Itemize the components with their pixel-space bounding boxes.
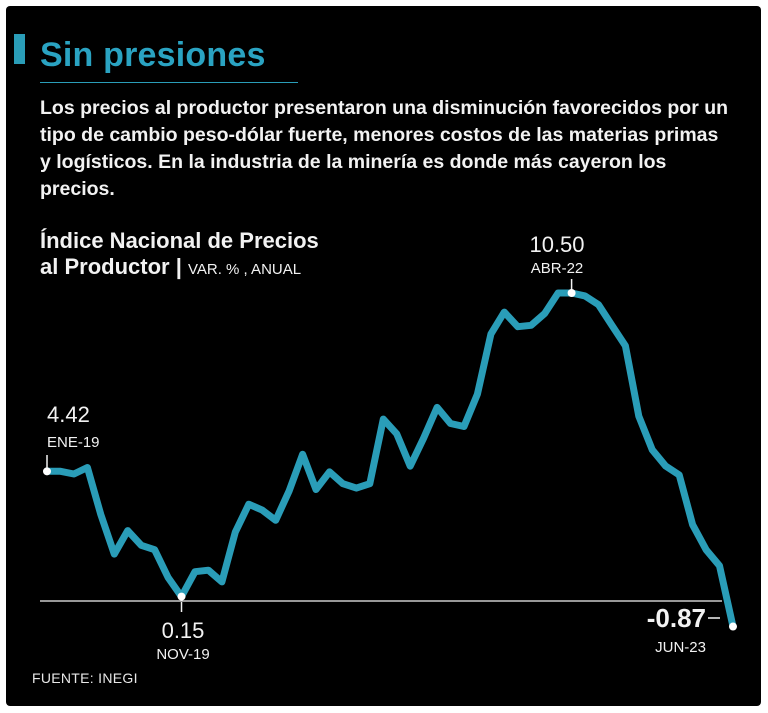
data-point: [718, 564, 722, 568]
data-point: [193, 570, 197, 574]
data-point: [314, 488, 318, 492]
data-point: [502, 310, 506, 314]
data-point: [596, 303, 600, 307]
title-accent-bar: [14, 34, 25, 64]
data-point: [153, 548, 157, 552]
data-point: [247, 502, 251, 506]
data-point: [691, 523, 695, 527]
data-point: [422, 436, 426, 440]
chart-unit-label: VAR. % , ANUAL: [187, 261, 302, 278]
subtitle-line: tipo de cambio peso-dólar fuerte, menore…: [40, 124, 719, 146]
data-point: [166, 576, 170, 580]
annotation-dot: [43, 467, 51, 476]
data-point: [449, 422, 453, 426]
data-point: [126, 529, 130, 533]
data-point: [475, 392, 479, 396]
data-point: [301, 452, 305, 456]
title-underline: [40, 82, 298, 83]
annotation-dot: [729, 622, 737, 631]
annotation-value: 4.42: [47, 402, 90, 427]
annotation-value: -0.87: [647, 603, 706, 633]
data-point: [260, 508, 264, 512]
annotation-dot: [567, 289, 576, 297]
data-point: [395, 432, 399, 436]
data-point: [341, 482, 345, 486]
annotation-value: 10.50: [529, 232, 584, 257]
data-point: [556, 291, 560, 295]
subtitle-line: precios.: [40, 178, 115, 200]
data-point: [408, 464, 412, 468]
chart-title-product: al Productor: [40, 254, 170, 279]
data-point: [220, 580, 224, 584]
source-note: FUENTE: INEGI: [32, 670, 138, 686]
data-point: [72, 472, 76, 476]
data-point: [583, 294, 587, 298]
data-point: [677, 473, 681, 477]
data-point: [650, 448, 654, 452]
data-point: [664, 464, 668, 468]
chart-title-separator: |: [175, 254, 182, 279]
data-point: [206, 568, 210, 572]
series-line: [43, 289, 737, 630]
data-point: [274, 518, 278, 522]
chart-title-line1: Índice Nacional de Precios: [40, 228, 319, 253]
data-point: [327, 470, 331, 474]
subtitle-line: Los precios al productor presentaron una…: [40, 97, 729, 119]
annotation-value: 0.15: [162, 618, 205, 643]
annotation-dot: [177, 592, 186, 601]
data-point: [368, 482, 372, 486]
data-point: [610, 323, 614, 327]
page-title: Sin presiones: [40, 36, 266, 74]
data-point: [354, 486, 358, 490]
data-point: [58, 469, 62, 473]
chart-card: Sin presiones Los precios al productor p…: [6, 6, 761, 706]
data-point: [516, 325, 520, 329]
data-point: [529, 323, 533, 327]
chart-title: Índice Nacional de Precios al Productor …: [40, 228, 319, 283]
annotation-date: JUN-23: [655, 639, 706, 656]
data-point: [112, 552, 116, 556]
chart-title-line2: al Productor | VAR. % , ANUAL: [40, 254, 319, 283]
data-point: [381, 417, 385, 421]
data-point: [489, 332, 493, 336]
data-point: [623, 344, 627, 348]
subtitle-line: y logísticos. En la industria de la mine…: [40, 151, 667, 173]
annotation-date: ABR-22: [531, 260, 584, 277]
data-point: [139, 543, 143, 547]
data-point: [99, 512, 103, 516]
annotation-date: ENE-19: [47, 434, 100, 451]
data-point: [85, 466, 89, 470]
data-point: [287, 489, 291, 493]
data-point: [435, 405, 439, 409]
annotation-date: NOV-19: [156, 646, 209, 663]
data-point: [462, 424, 466, 428]
data-point: [233, 530, 237, 534]
subtitle: Los precios al productor presentaron una…: [40, 95, 740, 203]
data-point: [543, 312, 547, 316]
data-point: [637, 414, 641, 418]
data-point: [704, 548, 708, 552]
